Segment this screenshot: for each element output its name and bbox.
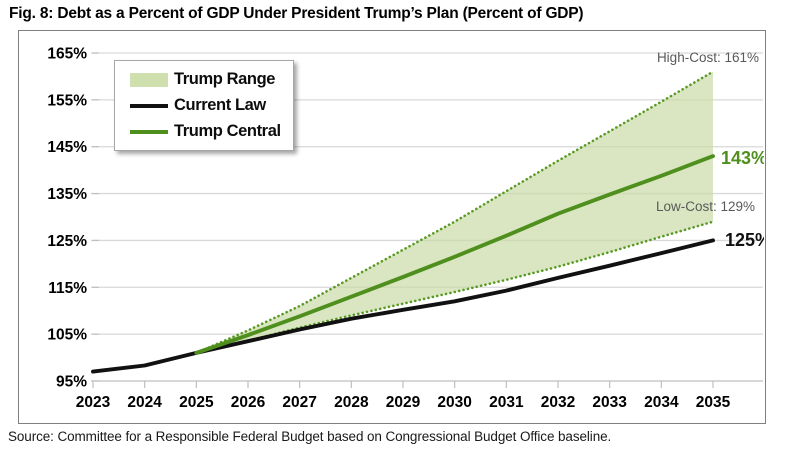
- legend-item-label: Trump Range: [174, 70, 276, 88]
- legend-item-trump-range: Trump Range: [130, 70, 285, 89]
- y-tick-label: 155%: [47, 92, 87, 109]
- x-tick-label: 2023: [76, 394, 111, 411]
- legend-item-label: Current Law: [174, 96, 266, 114]
- x-tick-label: 2029: [386, 394, 421, 411]
- series-line-high_cost: [195, 70, 715, 355]
- current-law-line-swatch-icon: [130, 103, 168, 108]
- x-tick-label: 2027: [282, 394, 316, 411]
- trump-range-swatch-icon: [130, 72, 168, 87]
- legend-item-current-law: Current Law: [130, 96, 285, 115]
- y-tick-label: 115%: [48, 280, 87, 297]
- x-tick-label: 2028: [334, 394, 369, 411]
- x-tick-label: 2031: [489, 394, 524, 411]
- annotation-central_end: 143%: [721, 148, 764, 168]
- legend-item-label: Trump Central: [174, 122, 281, 140]
- legend-item-trump-central: Trump Central: [130, 122, 285, 141]
- x-tick-label: 2035: [696, 394, 731, 411]
- x-tick-label: 2033: [592, 394, 627, 411]
- x-tick-label: 2034: [644, 394, 679, 411]
- y-tick-label: 95%: [56, 374, 87, 391]
- x-tick-label: 2032: [541, 394, 575, 411]
- trump-central-line-swatch-icon: [130, 129, 168, 134]
- y-tick-label: 145%: [47, 139, 87, 156]
- x-tick-label: 2025: [179, 394, 214, 411]
- annotation-low_cost: Low-Cost: 129%: [656, 199, 755, 214]
- series-line-low_cost: [195, 220, 715, 355]
- series-line-trump_central: [194, 154, 715, 355]
- x-tick-label: 2024: [127, 394, 162, 411]
- y-tick-label: 125%: [47, 233, 87, 250]
- y-tick-label: 165%: [47, 46, 87, 63]
- x-tick-label: 2030: [437, 394, 471, 411]
- figure-title: Fig. 8: Debt as a Percent of GDP Under P…: [9, 5, 584, 22]
- annotation-high_cost: High-Cost: 161%: [657, 50, 759, 65]
- x-tick-label: 2026: [231, 394, 266, 411]
- chart-area: 95% 105% 115% 125% 135% 145% 155% 165% 2023 2024 2…: [18, 30, 766, 424]
- y-tick-label: 105%: [47, 327, 87, 344]
- annotation-current_end: 125%: [725, 230, 764, 250]
- y-tick-label: 135%: [47, 186, 87, 203]
- legend: Trump Range Current Law Trump Central: [114, 60, 294, 151]
- trump-range-band: [196, 71, 714, 353]
- source-note: Source: Committee for a Responsible Fede…: [8, 429, 612, 444]
